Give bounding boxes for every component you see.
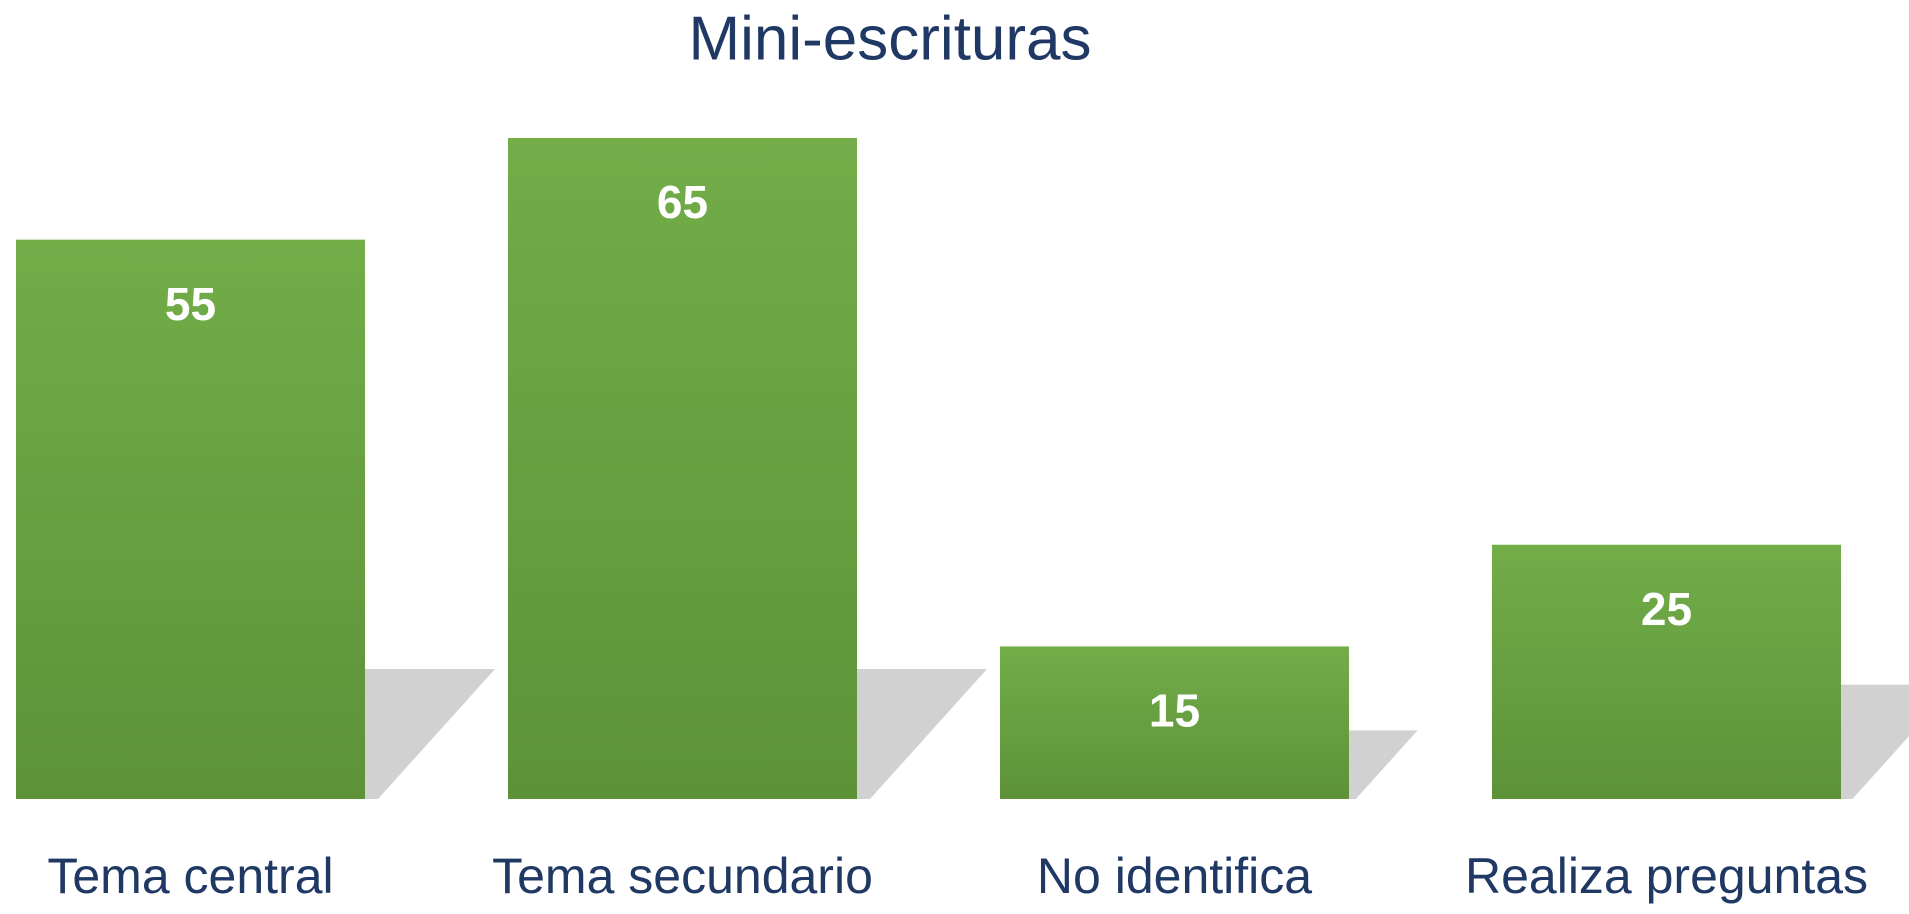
- bar: [1000, 646, 1349, 799]
- bar-shadow: [1349, 730, 1418, 799]
- value-label: 15: [1149, 685, 1200, 737]
- bar: [16, 239, 365, 799]
- x-tick-label: Realiza preguntas: [1465, 848, 1868, 904]
- shadows: [365, 669, 1909, 799]
- x-tick-label: No identifica: [1037, 848, 1312, 904]
- chart-title: Mini-escrituras: [688, 4, 1091, 73]
- bar-shadow: [365, 669, 495, 799]
- bar: [508, 137, 857, 799]
- bar: [1492, 544, 1841, 799]
- bars: [16, 137, 1841, 799]
- x-tick-label: Tema central: [47, 848, 333, 904]
- x-tick-label: Tema secundario: [492, 848, 873, 904]
- value-label: 65: [657, 176, 708, 228]
- bar-shadow: [1841, 684, 1909, 799]
- value-label: 25: [1641, 583, 1692, 635]
- value-label: 55: [165, 278, 216, 330]
- bar-shadow: [857, 669, 987, 799]
